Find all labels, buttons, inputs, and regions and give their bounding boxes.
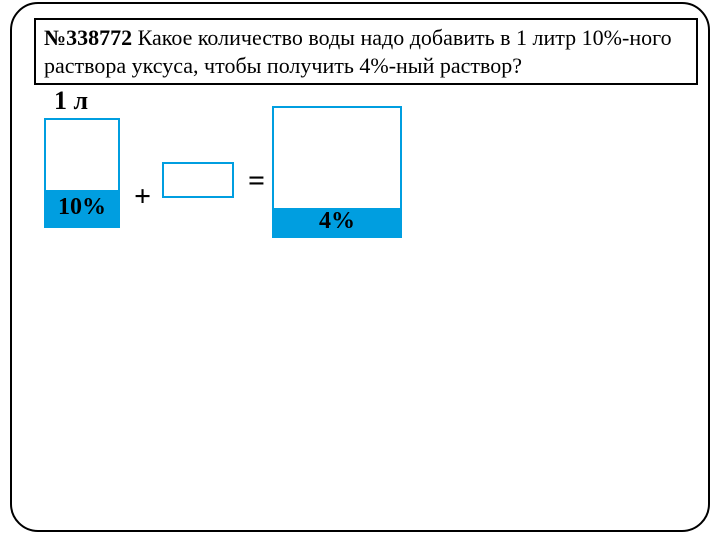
beaker-left-fill: 10% (46, 190, 118, 226)
volume-label: 1 л (54, 86, 88, 116)
problem-text: Какое количество воды надо добавить в 1 … (44, 25, 672, 78)
equals-sign: = (248, 164, 265, 198)
slide-frame: №338772 Какое количество воды надо добав… (10, 2, 710, 532)
beaker-left-percent: 10% (58, 194, 106, 221)
beaker-right-fill: 4% (274, 208, 400, 236)
beaker-right-percent: 4% (319, 208, 355, 235)
problem-number: №338772 (44, 25, 132, 50)
plus-sign: + (134, 180, 151, 214)
beaker-left: 10% (44, 118, 120, 228)
problem-statement-box: №338772 Какое количество воды надо добав… (34, 18, 698, 85)
beaker-right: 4% (272, 106, 402, 238)
middle-box (162, 162, 234, 198)
